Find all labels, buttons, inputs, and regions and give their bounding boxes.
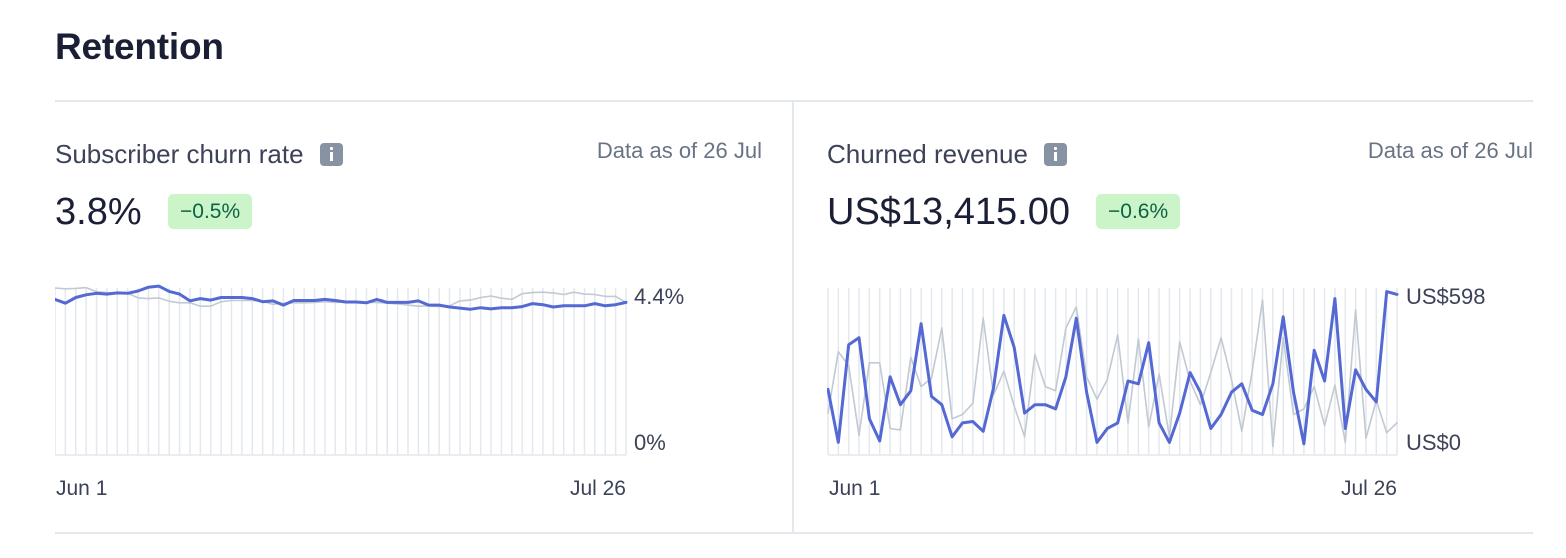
x-axis-start-label: Jun 1 — [829, 477, 880, 500]
metric-value: US$13,415.00 — [827, 191, 1070, 233]
churn-rate-title-text: Subscriber churn rate — [55, 139, 304, 169]
y-axis-min-label: 0% — [634, 430, 666, 455]
metric-value: 3.8% — [55, 191, 142, 233]
previous-period-line — [827, 299, 1398, 448]
churned-revenue-title-text: Churned revenue — [827, 139, 1028, 169]
chart-gridlines — [55, 288, 627, 455]
info-icon[interactable] — [319, 143, 343, 166]
current-period-line — [55, 284, 628, 311]
info-icon[interactable] — [1043, 143, 1067, 166]
y-axis-min-label: US$0 — [1406, 430, 1461, 455]
divider-top — [55, 100, 1533, 102]
x-axis-end-label: Jul 26 — [570, 477, 626, 500]
x-axis-start-label: Jun 1 — [56, 477, 107, 500]
y-axis-max-label: 4.4% — [634, 284, 684, 309]
y-axis-max-label: US$598 — [1406, 284, 1486, 309]
churned-revenue-card[interactable]: Churned revenue Data as of 26 Jul US$13,… — [827, 102, 1533, 532]
churn-rate-title: Subscriber churn rate — [55, 139, 343, 170]
delta-badge: −0.5% — [168, 194, 253, 229]
churn-rate-card[interactable]: Subscriber churn rate Data as of 26 Jul … — [55, 102, 762, 532]
current-period-line — [827, 290, 1399, 446]
data-as-of-label: Data as of 26 Jul — [596, 138, 762, 163]
divider-bottom — [55, 532, 1533, 534]
churned-revenue-title: Churned revenue — [827, 139, 1067, 170]
churn-rate-chart[interactable]: 4.4% 0% Jun 1 Jul 26 — [55, 272, 762, 512]
delta-badge: −0.6% — [1096, 194, 1181, 229]
x-axis-end-label: Jul 26 — [1341, 477, 1397, 500]
data-as-of-label: Data as of 26 Jul — [1367, 138, 1533, 163]
divider-vertical — [792, 102, 794, 532]
churned-revenue-chart[interactable]: US$598 US$0 Jun 1 Jul 26 — [827, 272, 1533, 512]
section-title: Retention — [55, 26, 224, 67]
chart-gridlines — [827, 288, 1398, 455]
